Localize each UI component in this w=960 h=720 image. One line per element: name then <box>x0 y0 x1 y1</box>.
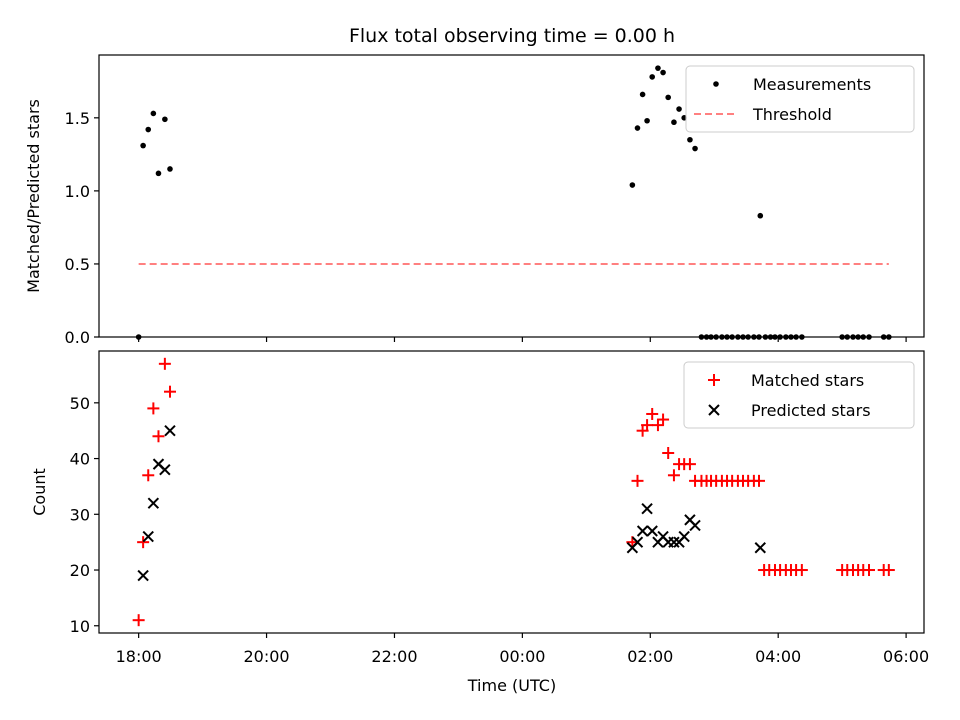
predicted-stars-point <box>646 525 658 537</box>
counts-legend-box <box>683 361 915 429</box>
measurement-point <box>140 142 146 149</box>
measurement-point <box>167 166 173 172</box>
ratio-y-tick-label: 0.0 <box>65 328 90 347</box>
x-tick-label: 02:00 <box>627 647 673 666</box>
matched-stars-point <box>152 430 165 443</box>
ratio-y-axis-label: Matched/Predicted stars <box>24 99 43 293</box>
matched-stars-point <box>158 357 171 370</box>
ratio-y-tick-label: 0.5 <box>65 255 90 274</box>
ratio-y-tick-label: 1.0 <box>65 182 90 201</box>
matched-stars-point <box>662 446 675 459</box>
ratio-frame <box>98 54 925 338</box>
ratio-legend: Measurements Threshold <box>685 65 915 133</box>
matched-stars-point <box>142 469 155 482</box>
predicted-stars-point <box>164 424 176 437</box>
counts-y-axis-label: Count <box>30 468 49 516</box>
counts-marks <box>132 357 895 627</box>
legend-matched-marker <box>708 374 720 386</box>
matched-stars-point <box>753 474 765 487</box>
measurement-point <box>649 74 655 80</box>
matched-stars-point <box>657 413 670 426</box>
x-tick-label: 22:00 <box>371 647 417 666</box>
counts-y-tick-label: 30 <box>70 505 90 524</box>
matched-stars-point <box>863 564 875 577</box>
measurement-point <box>634 125 641 131</box>
measurement-point <box>629 182 636 188</box>
matched-stars-point <box>163 385 176 398</box>
counts-y-tick-label: 40 <box>70 450 90 469</box>
matched-stars-point <box>631 474 644 487</box>
x-tick-label: 00:00 <box>499 647 545 666</box>
predicted-stars-point <box>631 536 644 548</box>
matched-stars-point <box>683 458 696 471</box>
counts-y-ticks: 10 20 30 40 50 <box>70 394 99 636</box>
ratio-x-ticks <box>138 337 907 342</box>
ratio-legend-box <box>685 65 915 133</box>
predicted-stars-point <box>689 519 701 532</box>
measurement-point <box>692 145 698 152</box>
x-axis-label: Time (UTC) <box>467 676 556 695</box>
predicted-stars-point <box>678 530 690 543</box>
measurement-point <box>757 212 764 219</box>
measurement-point <box>150 110 157 117</box>
x-tick-label: 18:00 <box>116 647 162 666</box>
measurement-point <box>162 116 168 123</box>
legend-matched-label: Matched stars <box>751 371 864 390</box>
legend-measurements-marker <box>713 81 719 87</box>
matched-stars-point <box>667 469 680 482</box>
predicted-stars-point <box>147 497 160 509</box>
measurement-point <box>639 91 646 98</box>
measurement-point <box>145 126 152 133</box>
matched-stars-point <box>641 419 654 432</box>
matched-stars-point <box>651 419 664 432</box>
counts-panel: 10 20 30 40 50 18:00 20:00 22:00 00:00 02:00 04:0… <box>30 350 929 666</box>
matched-stars-point <box>882 564 895 577</box>
predicted-stars-point <box>137 569 149 582</box>
measurement-point <box>660 69 666 76</box>
predicted-stars-point <box>142 530 154 543</box>
legend-predicted-marker <box>708 404 720 416</box>
predicted-stars-point <box>636 525 649 537</box>
chart-title: Flux total observing time = 0.00 h <box>349 25 675 47</box>
ratio-y-tick-label: 1.5 <box>65 109 90 128</box>
counts-frame <box>98 350 925 634</box>
legend-predicted-label: Predicted stars <box>751 401 871 420</box>
counts-y-tick-label: 50 <box>70 394 90 413</box>
counts-y-tick-label: 10 <box>70 617 90 636</box>
measurement-point <box>671 119 677 126</box>
legend-threshold-label: Threshold <box>752 105 832 124</box>
predicted-stars-point <box>641 503 653 515</box>
measurement-point <box>644 117 650 124</box>
x-tick-label: 04:00 <box>755 647 801 666</box>
counts-legend: Matched stars Predicted stars <box>683 361 915 429</box>
predicted-stars-point <box>668 536 680 548</box>
measurement-point <box>676 106 682 112</box>
measurement-point <box>665 94 671 101</box>
counts-x-ticks: 18:00 20:00 22:00 00:00 02:00 04:00 06:00 <box>116 633 929 666</box>
predicted-stars-point <box>159 464 171 476</box>
matched-stars-point <box>795 564 808 577</box>
legend-measurements-label: Measurements <box>753 75 871 94</box>
measurement-point <box>155 170 162 177</box>
counts-data-layer <box>132 357 895 627</box>
matched-stars-point <box>147 402 160 415</box>
ratio-panel: 0.0 0.5 1.0 1.5 Matched/Predicted stars Mea… <box>24 54 925 347</box>
x-tick-label: 20:00 <box>244 647 290 666</box>
matched-stars-point <box>646 407 659 420</box>
x-tick-label: 06:00 <box>883 647 929 666</box>
measurement-point <box>687 136 693 143</box>
matched-stars-point <box>132 614 145 627</box>
predicted-stars-point <box>754 542 766 554</box>
measurement-point <box>655 65 661 71</box>
matched-stars-point <box>137 536 150 549</box>
counts-y-tick-label: 20 <box>70 561 90 580</box>
ratio-y-ticks: 0.0 0.5 1.0 1.5 <box>65 109 99 347</box>
